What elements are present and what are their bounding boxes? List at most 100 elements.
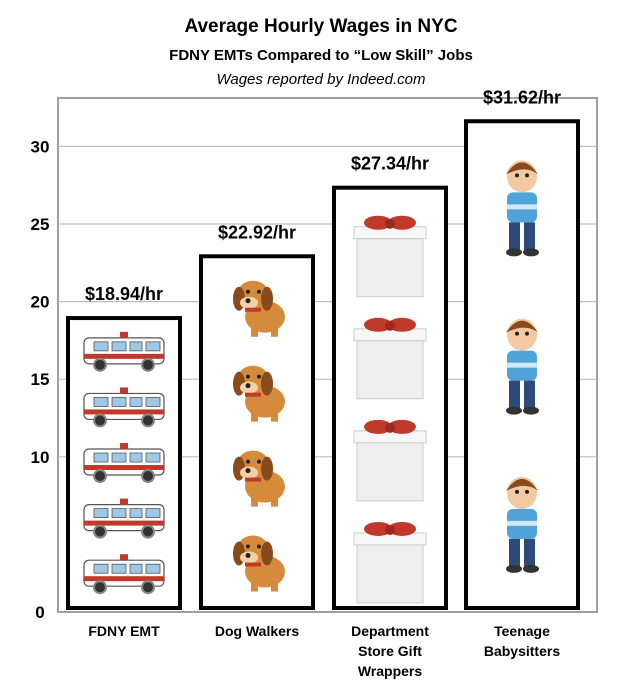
- dog-leg: [251, 494, 258, 507]
- gift-knot: [385, 320, 395, 331]
- source-note: Wages reported by Indeed.com: [216, 71, 426, 88]
- x-tick-label: Teenage: [494, 623, 550, 639]
- ambulance-window: [129, 508, 143, 519]
- ambulance-wheel: [93, 580, 107, 595]
- dog-icon: [233, 280, 285, 337]
- dog-leg: [271, 409, 278, 422]
- dog-eye: [246, 459, 250, 464]
- ambulance-window: [93, 341, 109, 352]
- ambulance-wheel: [141, 524, 155, 539]
- dog-eye: [257, 289, 261, 294]
- ambulance-wheel: [93, 524, 107, 539]
- gift-box-icon-stack: [353, 215, 427, 604]
- boy-icon-stack: [506, 160, 539, 573]
- boy-shirt-stripe: [507, 520, 537, 526]
- dog-leg: [251, 579, 258, 592]
- y-tick-label: 30: [31, 137, 50, 156]
- gift-bow: [364, 521, 392, 536]
- boy-leg: [509, 222, 520, 251]
- dog-eye: [257, 544, 261, 549]
- ambulance-icon: [83, 554, 165, 595]
- dog-collar: [245, 562, 261, 567]
- dog-icon: [233, 365, 285, 422]
- ambulance-stripe: [84, 576, 164, 582]
- dog-leg: [271, 494, 278, 507]
- gift-bow: [388, 521, 416, 536]
- boy-eye: [525, 331, 529, 336]
- boy-icon: [506, 318, 539, 415]
- dog-eye: [246, 374, 250, 379]
- dog-nose: [245, 553, 251, 559]
- dog-nose: [245, 298, 251, 304]
- gift-knot: [385, 524, 395, 535]
- boy-eye: [515, 489, 519, 494]
- y-tick-label: 15: [31, 370, 50, 389]
- boy-shoe: [506, 564, 522, 573]
- ambulance-window: [129, 452, 143, 463]
- ambulance-siren: [120, 498, 128, 505]
- boy-shoe: [506, 406, 522, 415]
- x-tick-label: FDNY EMT: [88, 623, 160, 639]
- boy-leg: [509, 538, 520, 567]
- boy-leg: [524, 538, 535, 567]
- dog-leg: [251, 324, 258, 337]
- boy-shirt-stripe: [507, 204, 537, 210]
- ambulance-wheel: [93, 413, 107, 428]
- ambulance-window: [129, 341, 143, 352]
- gift-bow: [364, 419, 392, 434]
- x-tick-label: Babysitters: [484, 643, 560, 659]
- dog-leg: [251, 409, 258, 422]
- boy-hair: [506, 162, 538, 175]
- gift-bow: [388, 215, 416, 230]
- boy-shoe: [523, 406, 539, 415]
- ambulance-icon: [83, 331, 165, 372]
- x-tick-label: Wrappers: [358, 663, 423, 679]
- dog-collar: [245, 392, 261, 397]
- boy-eye: [525, 173, 529, 178]
- boy-leg: [524, 222, 535, 251]
- boy-icon: [506, 476, 539, 573]
- boy-icon: [506, 160, 539, 257]
- chart-title: Average Hourly Wages in NYC: [184, 16, 458, 37]
- dog-nose: [245, 468, 251, 474]
- dog-ear: [261, 371, 273, 396]
- y-tick-label: 0: [35, 603, 44, 622]
- ambulance-window: [111, 563, 127, 574]
- ambulance-stripe: [84, 409, 164, 415]
- ambulance-wheel: [93, 469, 107, 484]
- ambulance-stripe: [84, 520, 164, 526]
- gift-box-icon: [353, 419, 427, 502]
- ambulance-window: [93, 452, 109, 463]
- ambulance-icon: [83, 498, 165, 539]
- ambulance-siren: [120, 554, 128, 561]
- ambulance-window: [111, 397, 127, 407]
- ambulance-wheel: [141, 413, 155, 428]
- ambulance-wheel: [141, 580, 155, 595]
- ambulance-wheel: [141, 469, 155, 484]
- dog-eye: [257, 374, 261, 379]
- chart-subtitle: FDNY EMTs Compared to “Low Skill” Jobs: [169, 47, 473, 64]
- dog-nose: [245, 383, 251, 389]
- dog-eye: [257, 459, 261, 464]
- ambulance-window: [145, 397, 161, 407]
- ambulance-window: [93, 508, 109, 519]
- boy-eye: [515, 173, 519, 178]
- ambulance-window: [93, 397, 109, 407]
- ambulance-window: [111, 341, 127, 352]
- dog-icon: [233, 450, 285, 507]
- dog-eye: [246, 289, 250, 294]
- y-tick-label: 25: [31, 215, 50, 234]
- ambulance-siren: [120, 387, 128, 394]
- plot-frame: [57, 97, 598, 613]
- ambulance-window: [145, 563, 161, 574]
- data-label: $18.94/hr: [85, 284, 163, 304]
- gift-box: [356, 442, 424, 502]
- data-label: $27.34/hr: [351, 154, 429, 174]
- ambulance-stripe: [84, 465, 164, 471]
- ambulance-wheel: [93, 357, 107, 372]
- dog-icon: [233, 535, 285, 592]
- ambulance-icon: [83, 387, 165, 428]
- gift-box: [356, 238, 424, 298]
- gift-box-icon: [353, 215, 427, 298]
